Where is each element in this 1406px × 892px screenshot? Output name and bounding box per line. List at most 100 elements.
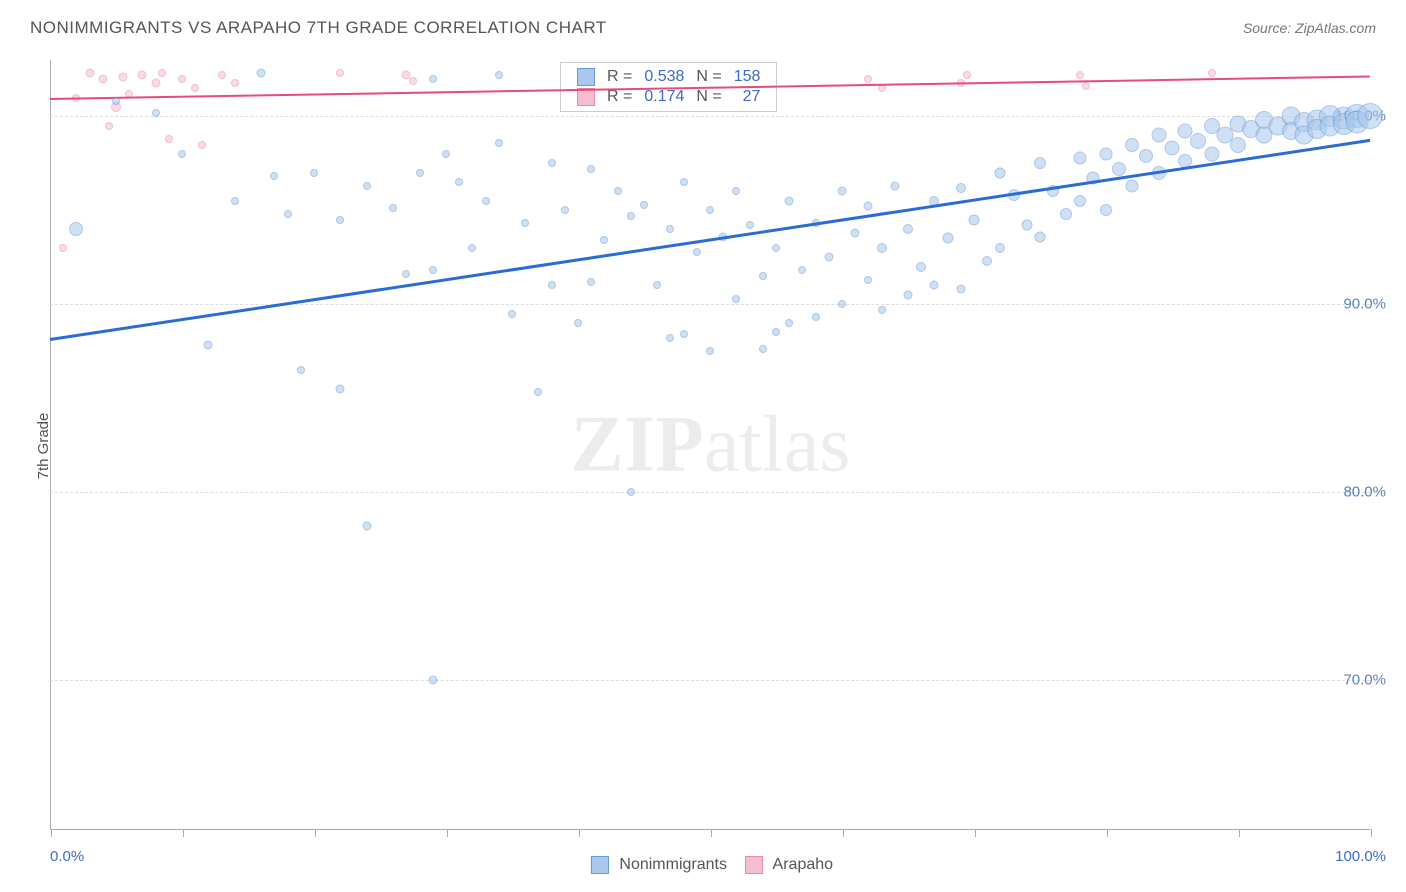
nonimmigrants-marker [389,204,397,212]
nonimmigrants-marker [798,266,806,274]
nonimmigrants-marker [1204,146,1219,161]
chart-title: NONIMMIGRANTS VS ARAPAHO 7TH GRADE CORRE… [30,18,607,38]
arapaho-marker [59,244,67,252]
x-tick [1371,829,1372,837]
nonimmigrants-marker [336,216,344,224]
nonimmigrants-marker [614,187,622,195]
arapaho-marker [191,84,199,92]
nonimmigrants-marker [772,244,780,252]
arapaho-marker [98,74,107,83]
nonimmigrants-marker [785,319,793,327]
nonimmigrants-marker [257,69,266,78]
nonimmigrants-marker [495,139,503,147]
nonimmigrants-marker [878,306,886,314]
y-tick-label: 80.0% [1343,483,1386,500]
legend-n-value: 27 [728,87,767,107]
nonimmigrants-marker [666,225,674,233]
nonimmigrants-marker [785,196,794,205]
nonimmigrants-marker [548,281,556,289]
nonimmigrants-marker [521,219,529,227]
nonimmigrants-marker [759,272,767,280]
legend-swatch [745,856,763,874]
nonimmigrants-marker [336,384,345,393]
arapaho-marker [118,72,127,81]
nonimmigrants-marker [178,150,186,158]
gridline [50,304,1370,305]
nonimmigrants-marker [995,243,1005,253]
nonimmigrants-marker [903,224,913,234]
arapaho-marker [165,135,173,143]
nonimmigrants-marker [772,328,780,336]
nonimmigrants-marker [1060,208,1072,220]
nonimmigrants-marker [1034,157,1046,169]
x-tick [1107,829,1108,837]
x-tick [315,829,316,837]
nonimmigrants-marker [759,345,767,353]
nonimmigrants-marker [627,212,635,220]
legend-swatch [591,856,609,874]
nonimmigrants-marker [930,281,939,290]
nonimmigrants-marker [587,165,595,173]
legend-r-label: R = [601,67,638,87]
nonimmigrants-marker [864,202,873,211]
nonimmigrants-marker [428,675,437,684]
arapaho-marker [1076,71,1084,79]
nonimmigrants-marker [640,201,648,209]
nonimmigrants-marker [877,243,887,253]
nonimmigrants-marker [363,182,371,190]
nonimmigrants-marker [1073,151,1086,164]
arapaho-marker [409,77,417,85]
legend-swatch [577,68,595,86]
nonimmigrants-marker [1125,138,1139,152]
nonimmigrants-marker [1100,147,1113,160]
arapaho-marker [864,75,872,83]
x-tick [843,829,844,837]
arapaho-marker [105,122,113,130]
plot-area: ZIPatlas [50,60,1370,830]
nonimmigrants-marker [890,181,899,190]
legend-n-label: N = [690,67,727,87]
nonimmigrants-marker [204,341,213,350]
nonimmigrants-marker [653,281,661,289]
nonimmigrants-marker [1357,103,1383,129]
x-tick [711,829,712,837]
arapaho-marker [158,69,166,77]
nonimmigrants-marker [402,270,410,278]
nonimmigrants-marker [1151,128,1166,143]
nonimmigrants-marker [508,310,516,318]
nonimmigrants-marker [1126,179,1139,192]
y-tick-label: 90.0% [1343,296,1386,313]
nonimmigrants-marker [969,214,980,225]
nonimmigrants-marker [1100,204,1112,216]
nonimmigrants-marker [666,334,674,342]
x-tick [975,829,976,837]
arapaho-marker [336,69,344,77]
x-tick [51,829,52,837]
nonimmigrants-marker [416,169,424,177]
nonimmigrants-marker [706,206,714,214]
x-tick-label-start: 0.0% [50,848,84,865]
nonimmigrants-marker [942,233,953,244]
arapaho-marker [85,69,94,78]
nonimmigrants-marker [824,253,833,262]
nonimmigrants-marker [680,330,688,338]
nonimmigrants-marker [864,276,872,284]
arapaho-marker [178,75,186,83]
arapaho-marker [963,71,971,79]
nonimmigrants-marker [1139,149,1153,163]
nonimmigrants-marker [561,206,569,214]
x-tick-label-end: 100.0% [1335,848,1386,865]
nonimmigrants-marker [455,178,463,186]
nonimmigrants-marker [812,313,820,321]
legend-series: Nonimmigrants Arapaho [573,856,833,874]
gridline [50,116,1370,117]
nonimmigrants-marker [297,366,305,374]
x-tick [447,829,448,837]
nonimmigrants-marker [495,71,503,79]
nonimmigrants-marker [706,347,714,355]
arapaho-marker [231,79,239,87]
nonimmigrants-marker [838,187,847,196]
nonimmigrants-marker [548,159,556,167]
nonimmigrants-marker [600,236,608,244]
nonimmigrants-marker [1165,141,1180,156]
